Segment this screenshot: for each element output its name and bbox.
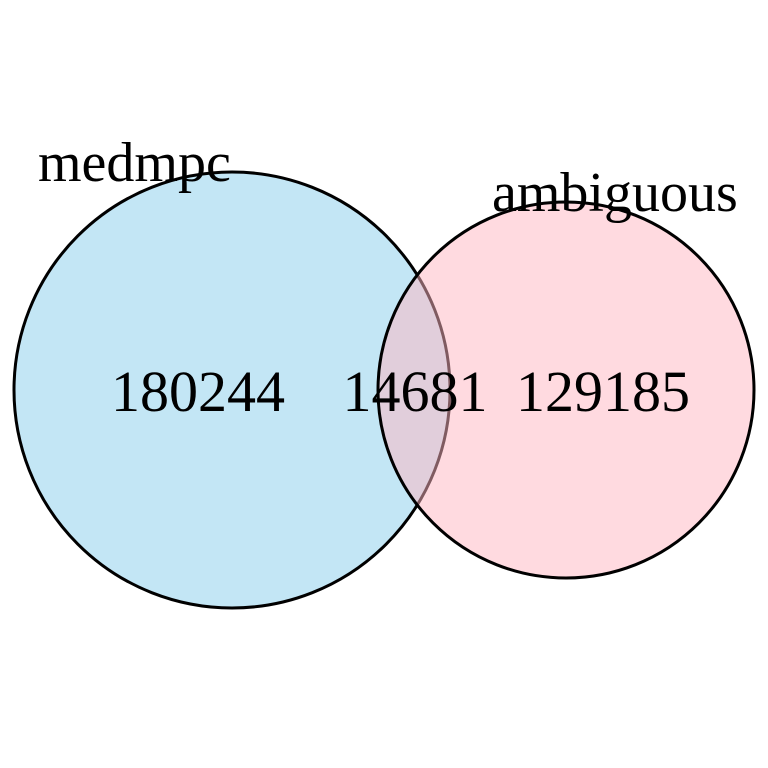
count-intersection: 14681 <box>343 359 488 424</box>
count-ambiguous-only: 129185 <box>516 359 690 424</box>
venn-set-labels: medmpc ambiguous <box>38 132 738 224</box>
venn-circles <box>12 170 756 610</box>
venn-counts: 180244 14681 129185 <box>111 359 690 424</box>
set-circle-ambiguous <box>376 200 756 580</box>
set-label-ambiguous: ambiguous <box>492 162 738 224</box>
count-medmpc-only: 180244 <box>111 359 285 424</box>
set-label-medmpc: medmpc <box>38 132 231 194</box>
